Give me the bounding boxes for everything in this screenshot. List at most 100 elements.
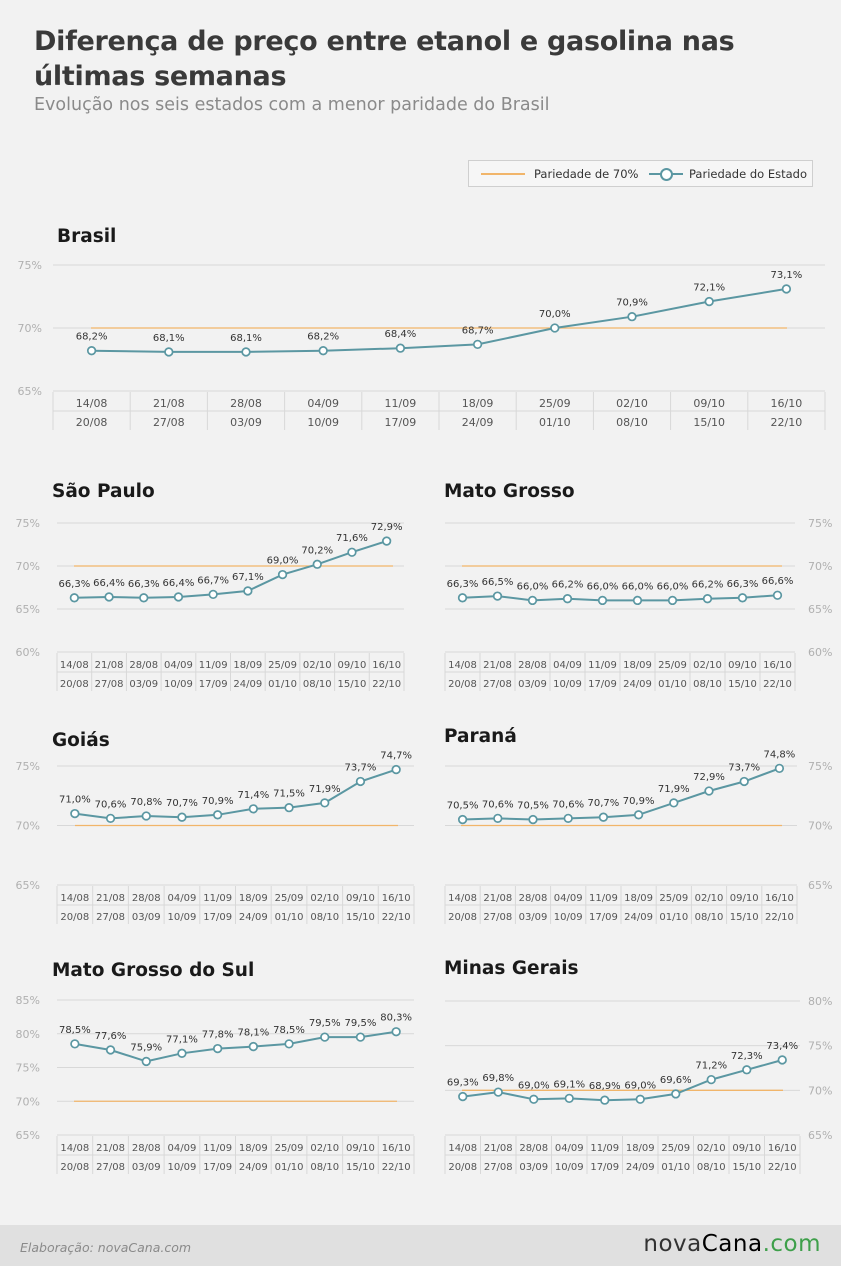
- y-tick-label: 75%: [18, 259, 42, 272]
- data-label: 70,6%: [552, 799, 584, 810]
- data-point: [347, 547, 357, 557]
- week-end-label: 27/08: [484, 1162, 513, 1173]
- data-label: 66,3%: [128, 579, 160, 590]
- data-label: 73,7%: [345, 762, 377, 773]
- week-end-label: 08/10: [310, 1162, 339, 1173]
- week-end-label: 17/09: [588, 679, 617, 690]
- week-end-label: 15/10: [730, 912, 759, 923]
- week-start-label: 14/08: [60, 893, 89, 904]
- data-label: 77,1%: [166, 1034, 198, 1045]
- data-label: 73,4%: [766, 1041, 798, 1052]
- data-label: 66,0%: [587, 581, 619, 592]
- chart-title: Brasil: [57, 226, 116, 247]
- y-tick-label: 65%: [16, 879, 40, 892]
- data-point: [208, 589, 218, 600]
- data-point: [774, 763, 785, 774]
- week-end-label: 27/08: [95, 679, 124, 690]
- week-start-label: 16/10: [382, 893, 411, 904]
- data-point: [458, 1091, 468, 1102]
- week-start-label: 04/09: [554, 893, 583, 904]
- week-end-label: 15/10: [346, 912, 375, 923]
- week-end-label: 22/10: [771, 416, 803, 429]
- week-start-label: 02/10: [310, 893, 339, 904]
- week-start-label: 16/10: [382, 1143, 411, 1154]
- week-end-label: 24/09: [462, 416, 494, 429]
- data-label: 71,5%: [273, 789, 305, 800]
- data-point: [70, 808, 80, 819]
- data-point: [597, 595, 608, 606]
- data-point: [706, 1074, 716, 1085]
- data-label: 66,7%: [197, 575, 229, 586]
- week-start-label: 28/08: [129, 660, 158, 671]
- data-label: 69,1%: [553, 1079, 585, 1090]
- data-point: [355, 1032, 366, 1042]
- data-label: 69,3%: [447, 1078, 479, 1089]
- y-tick-label: 70%: [16, 820, 40, 833]
- data-point: [457, 814, 468, 825]
- data-label: 66,3%: [58, 579, 90, 590]
- week-start-label: 18/09: [624, 893, 653, 904]
- week-start-label: 21/08: [483, 660, 512, 671]
- week-start-label: 28/08: [519, 893, 548, 904]
- chart-panel: Paraná 75% 70% 65% 14/08 21/08 28/08 04/09 11/09…: [444, 726, 832, 924]
- week-end-label: 10/09: [555, 1162, 584, 1173]
- week-end-label: 20/08: [448, 912, 477, 923]
- page-subtitle: Evolução nos seis estados com a menor pa…: [34, 95, 550, 115]
- week-start-label: 02/10: [697, 1143, 726, 1154]
- data-point: [563, 813, 573, 824]
- week-start-label: 11/09: [203, 893, 232, 904]
- week-start-label: 18/09: [462, 397, 494, 410]
- week-start-label: 25/09: [275, 893, 304, 904]
- data-point: [320, 798, 330, 808]
- data-label: 78,1%: [237, 1028, 269, 1039]
- chart-panel: Minas Gerais 80% 75% 70% 65% 14/08 21/08 28/08 0…: [444, 958, 832, 1174]
- week-start-label: 16/10: [372, 660, 401, 671]
- data-label: 66,2%: [552, 580, 584, 591]
- series-line: [462, 594, 778, 602]
- y-tick-label: 70%: [808, 560, 832, 573]
- week-end-label: 20/08: [76, 416, 108, 429]
- week-start-label: 25/09: [661, 1143, 690, 1154]
- week-start-label: 25/09: [268, 660, 297, 671]
- data-label: 66,0%: [517, 581, 549, 592]
- week-start-label: 21/08: [483, 893, 512, 904]
- data-label: 79,5%: [309, 1018, 341, 1029]
- week-start-label: 25/09: [275, 1143, 304, 1154]
- data-point: [212, 810, 223, 820]
- week-start-label: 21/08: [484, 1143, 513, 1154]
- week-start-label: 09/10: [728, 660, 757, 671]
- data-label: 71,9%: [309, 784, 341, 795]
- week-end-label: 15/10: [346, 1162, 375, 1173]
- week-start-label: 04/09: [553, 660, 582, 671]
- data-point: [277, 569, 288, 580]
- data-point: [69, 593, 79, 603]
- data-point: [527, 595, 538, 606]
- week-start-label: 18/09: [239, 893, 268, 904]
- week-start-label: 14/08: [448, 893, 477, 904]
- data-point: [742, 1065, 752, 1075]
- week-end-label: 10/09: [554, 912, 583, 923]
- data-point: [212, 1043, 223, 1054]
- week-end-label: 03/09: [132, 912, 161, 923]
- week-start-label: 14/08: [76, 397, 108, 410]
- week-start-label: 28/08: [132, 1143, 161, 1154]
- week-end-label: 20/08: [60, 912, 89, 923]
- data-point: [284, 1039, 294, 1049]
- week-start-label: 18/09: [626, 1143, 655, 1154]
- week-start-label: 09/10: [338, 660, 367, 671]
- series-line: [74, 540, 388, 599]
- week-end-label: 17/09: [385, 416, 417, 429]
- credit-text: Elaboração: novaCana.com: [20, 1240, 192, 1255]
- data-point: [320, 1032, 330, 1042]
- data-point: [772, 590, 783, 600]
- data-label: 66,6%: [762, 576, 794, 587]
- data-label: 70,5%: [517, 801, 549, 812]
- data-label: 68,9%: [589, 1081, 621, 1092]
- week-end-label: 17/09: [203, 912, 232, 923]
- chart-legend: Pariedade de 70% Pariedade do Estado: [468, 160, 813, 187]
- chart-panel: Brasil 75% 70% 65% 14/08 21/08 28/08 04/09 11/09…: [18, 226, 826, 430]
- week-end-label: 24/09: [239, 1162, 268, 1173]
- series-line: [74, 1030, 397, 1063]
- week-end-label: 03/09: [518, 679, 547, 690]
- week-end-label: 01/10: [268, 679, 297, 690]
